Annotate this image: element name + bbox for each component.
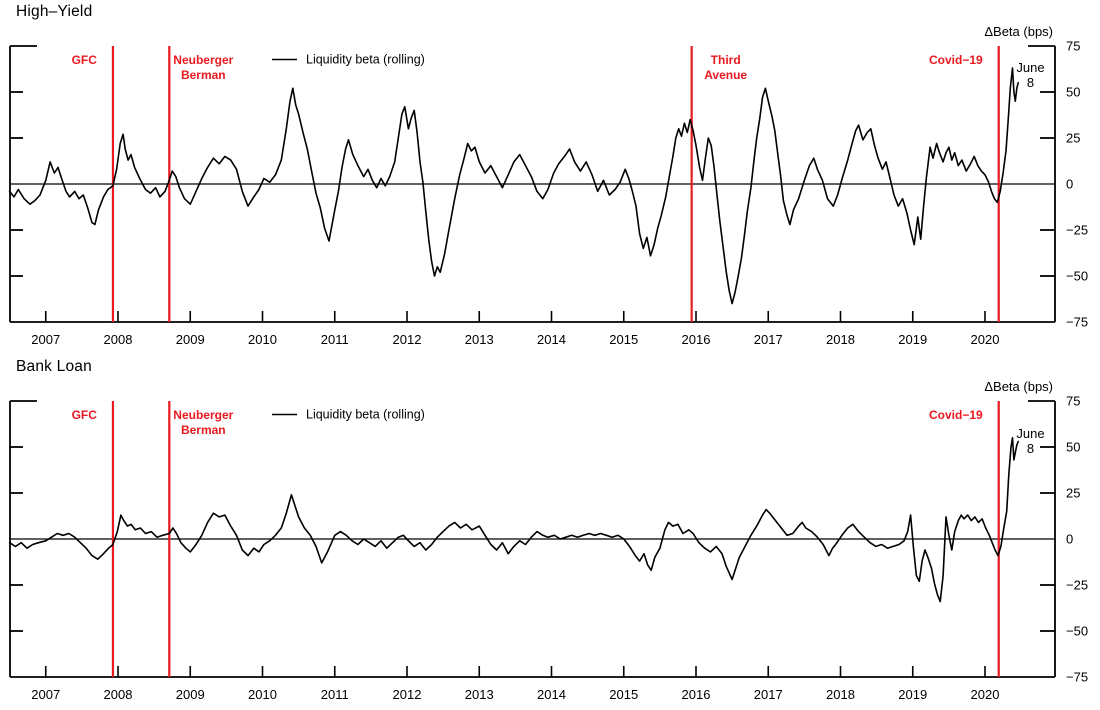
y-tick-label: 25 bbox=[1066, 131, 1080, 146]
x-tick-label: 2014 bbox=[537, 332, 566, 347]
x-tick-label: 2011 bbox=[321, 332, 349, 347]
chart-canvas-bank-loan: 75 50 25 0 −25 −50 −75 2007 2008 2009 2010 2011 2012… bbox=[8, 379, 1088, 702]
x-tick-label: 2007 bbox=[31, 687, 60, 702]
x-tick-label: 2011 bbox=[321, 687, 349, 702]
x-tick-label: 2015 bbox=[609, 332, 638, 347]
event-label-third-avenue: Third bbox=[711, 53, 741, 67]
x-tick-label: 2007 bbox=[31, 332, 60, 347]
event-label-gfc: GFC bbox=[72, 53, 98, 67]
x-tick-label: 2013 bbox=[465, 687, 494, 702]
chart-bank-loan: Bank Loan 75 50 25 0 −25 −50 −75 2007 2008 2009 20… bbox=[0, 355, 1100, 710]
annotation-june-8: 8 bbox=[1027, 75, 1034, 90]
x-tick-label: 2016 bbox=[682, 332, 711, 347]
x-tick-label: 2017 bbox=[754, 687, 783, 702]
annotation-june-8: June bbox=[1016, 60, 1044, 75]
x-tick-label: 2020 bbox=[971, 687, 1000, 702]
y-tick-label: −75 bbox=[1066, 315, 1088, 330]
legend-label: Liquidity beta (rolling) bbox=[306, 408, 425, 422]
series-line-liquidity-beta bbox=[8, 67, 1020, 305]
y-tick-label: −75 bbox=[1066, 670, 1088, 685]
y-tick-label: 0 bbox=[1066, 532, 1073, 547]
annotation-june-8: June bbox=[1016, 426, 1044, 441]
series-line-liquidity-beta bbox=[8, 437, 1020, 603]
event-label-third-avenue: Avenue bbox=[704, 68, 747, 82]
x-tick-label: 2015 bbox=[609, 687, 638, 702]
x-tick-label: 2010 bbox=[248, 332, 277, 347]
y-tick-label: −50 bbox=[1066, 624, 1088, 639]
x-tick-label: 2008 bbox=[104, 332, 133, 347]
event-label-gfc: GFC bbox=[72, 408, 98, 422]
chart-canvas-high-yield: 75 50 25 0 −25 −50 −75 2007 2008 2009 2010 2011 2012… bbox=[8, 24, 1088, 347]
x-tick-label: 2013 bbox=[465, 332, 494, 347]
event-label-neuberger-berman: Neuberger bbox=[173, 53, 233, 67]
x-tick-label: 2010 bbox=[248, 687, 277, 702]
y-tick-label: −25 bbox=[1066, 223, 1088, 238]
x-tick-label: 2020 bbox=[971, 332, 1000, 347]
x-tick-label: 2018 bbox=[826, 332, 855, 347]
event-label-covid-19: Covid−19 bbox=[929, 53, 983, 67]
x-tick-label: 2017 bbox=[754, 332, 783, 347]
x-tick-label: 2008 bbox=[104, 687, 133, 702]
event-label-neuberger-berman: Berman bbox=[181, 68, 226, 82]
y-tick-label: −50 bbox=[1066, 269, 1088, 284]
x-tick-label: 2009 bbox=[176, 687, 205, 702]
event-label-covid-19: Covid−19 bbox=[929, 408, 983, 422]
y-tick-label: 0 bbox=[1066, 177, 1073, 192]
event-label-neuberger-berman: Berman bbox=[181, 423, 226, 437]
chart-title-bank-loan: Bank Loan bbox=[16, 358, 92, 375]
x-tick-label: 2009 bbox=[176, 332, 205, 347]
chart-title-high-yield: High–Yield bbox=[16, 3, 93, 20]
x-tick-label: 2019 bbox=[898, 687, 927, 702]
x-tick-label: 2019 bbox=[898, 332, 927, 347]
annotation-june-8: 8 bbox=[1027, 441, 1034, 456]
y-axis-title: ΔBeta (bps) bbox=[984, 24, 1053, 39]
x-tick-label: 2012 bbox=[393, 332, 422, 347]
legend-label: Liquidity beta (rolling) bbox=[306, 53, 425, 67]
x-tick-label: 2018 bbox=[826, 687, 855, 702]
x-tick-label: 2014 bbox=[537, 687, 566, 702]
y-tick-label: 50 bbox=[1066, 440, 1080, 455]
y-axis-title: ΔBeta (bps) bbox=[984, 379, 1053, 394]
event-label-neuberger-berman: Neuberger bbox=[173, 408, 233, 422]
y-tick-label: 75 bbox=[1066, 394, 1080, 409]
x-tick-label: 2016 bbox=[682, 687, 711, 702]
chart-high-yield: High–Yield 75 50 25 0 −25 −50 −75 2007 2008 2009 2… bbox=[8, 3, 1088, 347]
x-tick-label: 2012 bbox=[393, 687, 422, 702]
y-tick-label: 50 bbox=[1066, 85, 1080, 100]
y-tick-label: 75 bbox=[1066, 39, 1080, 54]
y-tick-label: −25 bbox=[1066, 578, 1088, 593]
y-tick-label: 25 bbox=[1066, 486, 1080, 501]
